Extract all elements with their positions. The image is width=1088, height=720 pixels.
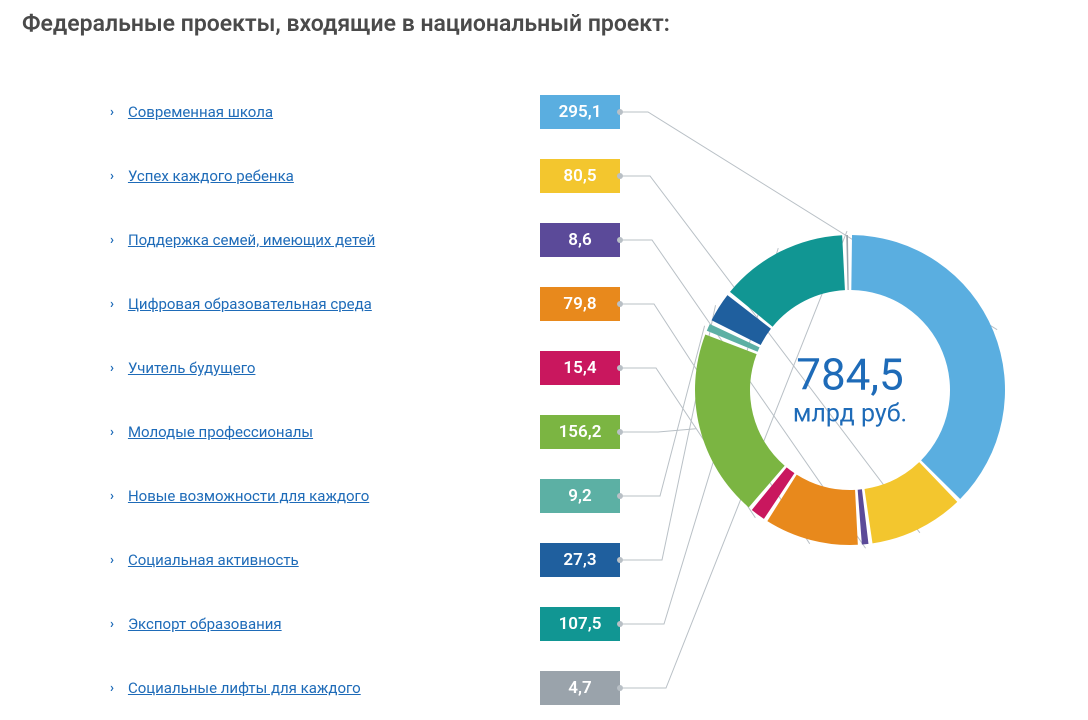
list-item: › Новые возможности для каждого xyxy=(110,464,450,528)
project-link[interactable]: Экспорт образования xyxy=(128,615,282,633)
badge-row: 9,2 xyxy=(540,464,620,528)
chevron-right-icon: › xyxy=(110,297,114,312)
page-title: Федеральные проекты, входящие в национал… xyxy=(22,10,670,37)
value-badge: 9,2 xyxy=(540,479,620,513)
list-item: › Цифровая образовательная среда xyxy=(110,272,450,336)
badge-row: 4,7 xyxy=(540,656,620,720)
donut-slice xyxy=(695,334,785,507)
list-item: › Учитель будущего xyxy=(110,336,450,400)
badge-row: 15,4 xyxy=(540,336,620,400)
badge-row: 107,5 xyxy=(540,592,620,656)
project-link[interactable]: Современная школа xyxy=(128,103,273,121)
project-link[interactable]: Социальная активность xyxy=(128,551,299,569)
value-badge: 295,1 xyxy=(540,95,620,129)
project-link[interactable]: Учитель будущего xyxy=(128,359,256,377)
value-badges: 295,1 80,5 8,6 79,8 15,4 156,2 9,2 27,3 107,5 4,7 xyxy=(540,80,620,720)
list-item: › Социальная активность xyxy=(110,528,450,592)
list-item: › Социальные лифты для каждого xyxy=(110,656,450,720)
value-badge: 15,4 xyxy=(540,351,620,385)
project-link[interactable]: Цифровая образовательная среда xyxy=(128,295,372,313)
badge-row: 80,5 xyxy=(540,144,620,208)
project-link[interactable]: Новые возможности для каждого xyxy=(128,487,369,505)
chevron-right-icon: › xyxy=(110,489,114,504)
list-item: › Успех каждого ребенка xyxy=(110,144,450,208)
chevron-right-icon: › xyxy=(110,361,114,376)
chevron-right-icon: › xyxy=(110,169,114,184)
value-badge: 4,7 xyxy=(540,671,620,705)
badge-row: 79,8 xyxy=(540,272,620,336)
badge-row: 8,6 xyxy=(540,208,620,272)
list-item: › Молодые профессионалы xyxy=(110,400,450,464)
project-link[interactable]: Молодые профессионалы xyxy=(128,423,313,441)
chevron-right-icon: › xyxy=(110,233,114,248)
project-link[interactable]: Социальные лифты для каждого xyxy=(128,679,361,697)
value-badge: 107,5 xyxy=(540,607,620,641)
project-list: › Современная школа › Успех каждого ребенка… xyxy=(110,80,450,720)
list-item: › Поддержка семей, имеющих детей xyxy=(110,208,450,272)
chevron-right-icon: › xyxy=(110,105,114,120)
donut-center-label: 784,5 млрд руб. xyxy=(793,351,907,428)
donut-slice xyxy=(846,235,848,290)
badge-row: 27,3 xyxy=(540,528,620,592)
project-link[interactable]: Успех каждого ребенка xyxy=(128,167,294,185)
donut-center-value: 784,5 xyxy=(793,351,907,397)
badge-row: 156,2 xyxy=(540,400,620,464)
connector-line xyxy=(620,429,696,432)
value-badge: 27,3 xyxy=(540,543,620,577)
value-badge: 8,6 xyxy=(540,223,620,257)
project-link[interactable]: Поддержка семей, имеющих детей xyxy=(128,231,375,249)
chevron-right-icon: › xyxy=(110,425,114,440)
donut-center-unit: млрд руб. xyxy=(793,400,907,429)
value-badge: 79,8 xyxy=(540,287,620,321)
badge-row: 295,1 xyxy=(540,80,620,144)
value-badge: 156,2 xyxy=(540,415,620,449)
chevron-right-icon: › xyxy=(110,617,114,632)
chevron-right-icon: › xyxy=(110,681,114,696)
value-badge: 80,5 xyxy=(540,159,620,193)
list-item: › Современная школа xyxy=(110,80,450,144)
chevron-right-icon: › xyxy=(110,553,114,568)
donut-chart: 784,5 млрд руб. xyxy=(690,230,1010,550)
list-item: › Экспорт образования xyxy=(110,592,450,656)
